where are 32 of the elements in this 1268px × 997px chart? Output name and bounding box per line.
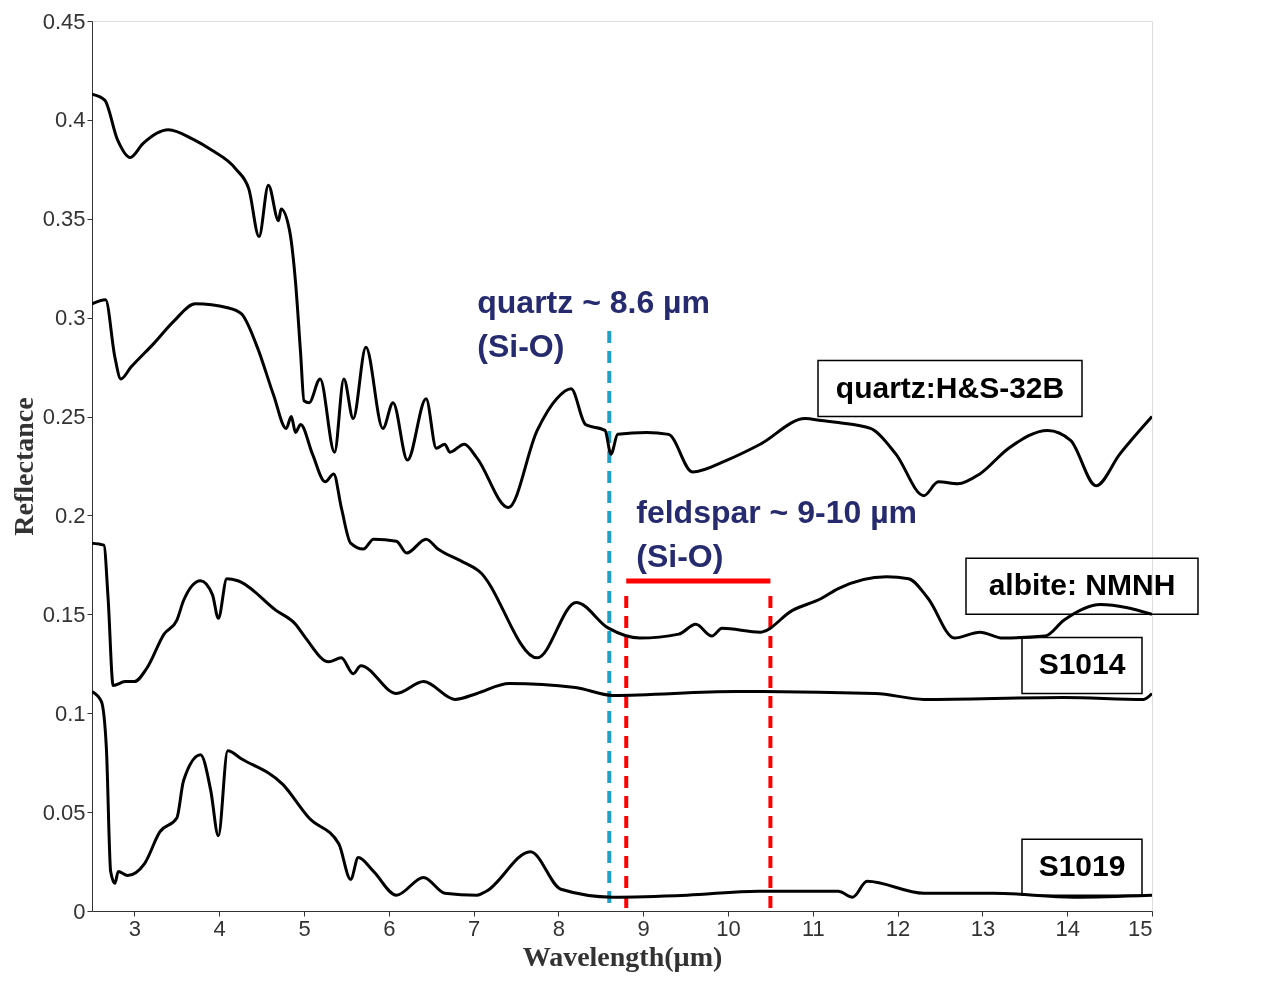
y-tick-label: 0.35 (42, 206, 86, 232)
x-tick-label: 14 (1055, 915, 1080, 941)
x-tick-label: 13 (970, 915, 996, 941)
x-tick-label: 8 (552, 915, 566, 941)
series-label: quartz:H&S-32B (835, 370, 1065, 404)
y-tick-label: 0.05 (42, 799, 86, 825)
y-tick-label: 0.25 (42, 404, 86, 430)
ref-line-label: quartz ~ 8.6 µm (Si-O) (477, 284, 711, 364)
x-tick-label: 10 (716, 915, 741, 941)
x-tick-label: 11 (801, 915, 825, 941)
y-tick-label: 0.4 (54, 107, 86, 133)
y-tick-label: 0 (73, 898, 86, 924)
y-axis-title: Reflectance (7, 397, 39, 536)
y-tick-label: 0.2 (54, 502, 86, 528)
x-tick-label: 12 (885, 915, 911, 941)
series-label: S1014 (1038, 647, 1126, 681)
y-tick-label: 0.45 (42, 8, 86, 34)
y-tick-label: 0.15 (42, 601, 86, 627)
x-tick-label: 15 (1128, 915, 1153, 941)
x-tick-label: 6 (383, 915, 396, 941)
series-label: S1019 (1038, 849, 1126, 883)
x-tick-label: 4 (213, 915, 226, 941)
y-tick-label: 0.3 (54, 305, 86, 331)
x-tick-label: 7 (467, 915, 481, 941)
x-tick-label: 9 (637, 915, 650, 941)
series-label: albite: NMNH (988, 568, 1176, 602)
y-tick-label: 0.1 (54, 700, 86, 726)
x-axis-title: Wavelength(µm) (522, 940, 723, 972)
x-tick-label: 3 (128, 915, 142, 941)
x-tick-label: 5 (298, 915, 311, 941)
ref-line-label: feldspar ~ 9-10 µm (Si-O) (636, 494, 918, 574)
line-series (92, 689, 1152, 899)
